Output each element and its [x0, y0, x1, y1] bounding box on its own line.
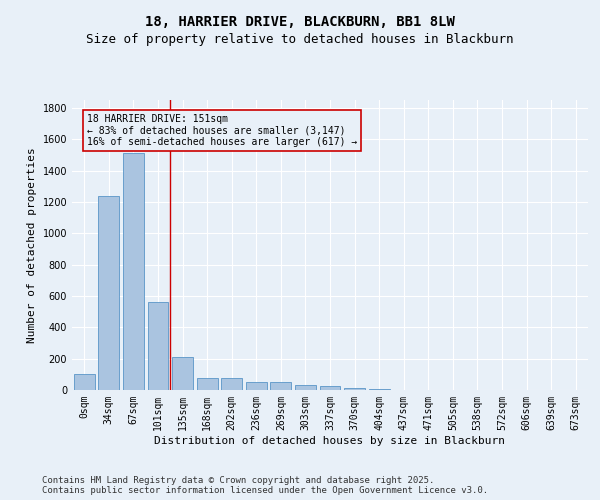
Bar	[344, 388, 365, 390]
X-axis label: Distribution of detached houses by size in Blackburn: Distribution of detached houses by size …	[155, 436, 505, 446]
Bar	[221, 378, 242, 390]
Bar	[148, 302, 169, 390]
Text: 18, HARRIER DRIVE, BLACKBURN, BB1 8LW: 18, HARRIER DRIVE, BLACKBURN, BB1 8LW	[145, 15, 455, 29]
Text: 18 HARRIER DRIVE: 151sqm
← 83% of detached houses are smaller (3,147)
16% of sem: 18 HARRIER DRIVE: 151sqm ← 83% of detach…	[87, 114, 357, 148]
Bar	[320, 386, 340, 390]
Bar	[368, 388, 389, 390]
Text: Contains HM Land Registry data © Crown copyright and database right 2025.
Contai: Contains HM Land Registry data © Crown c…	[42, 476, 488, 495]
Bar	[246, 382, 267, 390]
Bar	[271, 382, 292, 390]
Bar	[197, 378, 218, 390]
Y-axis label: Number of detached properties: Number of detached properties	[27, 147, 37, 343]
Bar	[172, 357, 193, 390]
Bar	[74, 374, 95, 390]
Bar	[98, 196, 119, 390]
Text: Size of property relative to detached houses in Blackburn: Size of property relative to detached ho…	[86, 32, 514, 46]
Bar	[295, 384, 316, 390]
Bar	[123, 154, 144, 390]
